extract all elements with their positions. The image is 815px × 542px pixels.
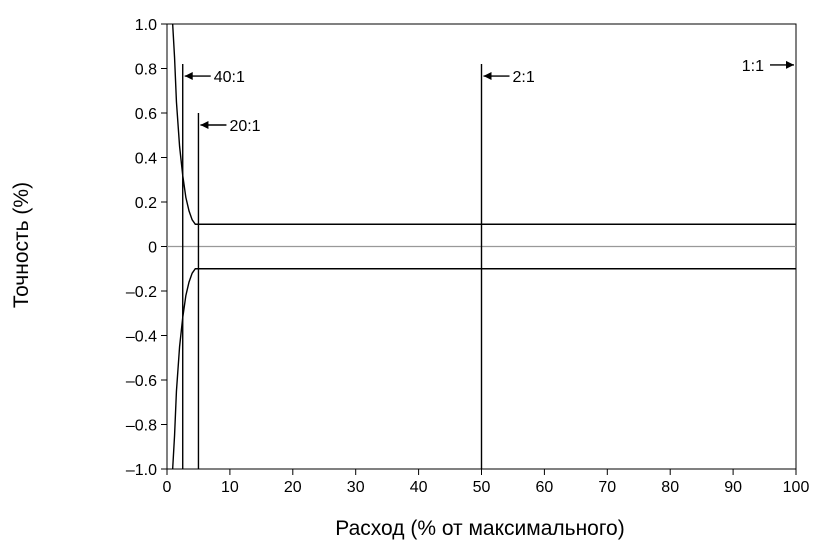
y-tick-label: 0.2 — [135, 195, 157, 212]
annotation-label: 40:1 — [214, 69, 245, 86]
y-tick-label: 0.4 — [135, 151, 157, 168]
annotation-1-1: 1:1 — [742, 58, 794, 75]
y-tick-label: 0.6 — [135, 106, 157, 123]
x-tick-label: 50 — [473, 479, 491, 496]
annotations: 40:1 20:1 2:1 1:1 — [182, 58, 794, 469]
y-tick-label: –1.0 — [126, 462, 157, 479]
x-tick-label: 90 — [724, 479, 742, 496]
x-tick-label: 10 — [221, 479, 239, 496]
x-tick-label: 30 — [347, 479, 365, 496]
y-tick-label: 0.8 — [135, 62, 157, 79]
arrow-head — [184, 72, 193, 81]
x-tick-label: 20 — [284, 479, 302, 496]
y-tick-label: 0 — [148, 240, 157, 257]
y-tick-label: 1.0 — [135, 17, 157, 34]
y-axis-title: Точность (%) — [10, 182, 33, 308]
annotation-label: 1:1 — [742, 58, 764, 75]
annotation-20-1: 20:1 — [197, 113, 261, 469]
annotation-40-1: 40:1 — [182, 64, 245, 469]
x-tick-label: 0 — [163, 479, 172, 496]
x-axis-title: Расход (% от максимального) — [335, 517, 624, 540]
series-group — [171, 23, 796, 470]
arrow-head — [200, 121, 209, 129]
x-tick-label: 100 — [783, 479, 810, 496]
x-tick-label: 70 — [598, 479, 616, 496]
y-tick-label: –0.6 — [126, 373, 157, 390]
y-tick-label: –0.4 — [126, 329, 157, 346]
y-tick-label: –0.2 — [126, 284, 157, 301]
series-line-2 — [171, 268, 796, 470]
x-tick-label: 80 — [661, 479, 679, 496]
axis-ticks: 0 10 20 30 40 50 60 70 80 90 100 1.0 0.8 0.6 0.4 0.2 0 –0… — [126, 17, 810, 496]
arrow-head — [483, 72, 492, 81]
annotation-label: 20:1 — [229, 118, 260, 135]
x-tick-label: 40 — [410, 479, 428, 496]
annotation-label: 2:1 — [513, 69, 535, 86]
x-tick-label: 60 — [536, 479, 554, 496]
y-tick-label: –0.8 — [126, 418, 157, 435]
series-line-1 — [171, 23, 796, 225]
arrow-head — [786, 60, 794, 69]
annotation-2-1: 2:1 — [480, 64, 535, 469]
